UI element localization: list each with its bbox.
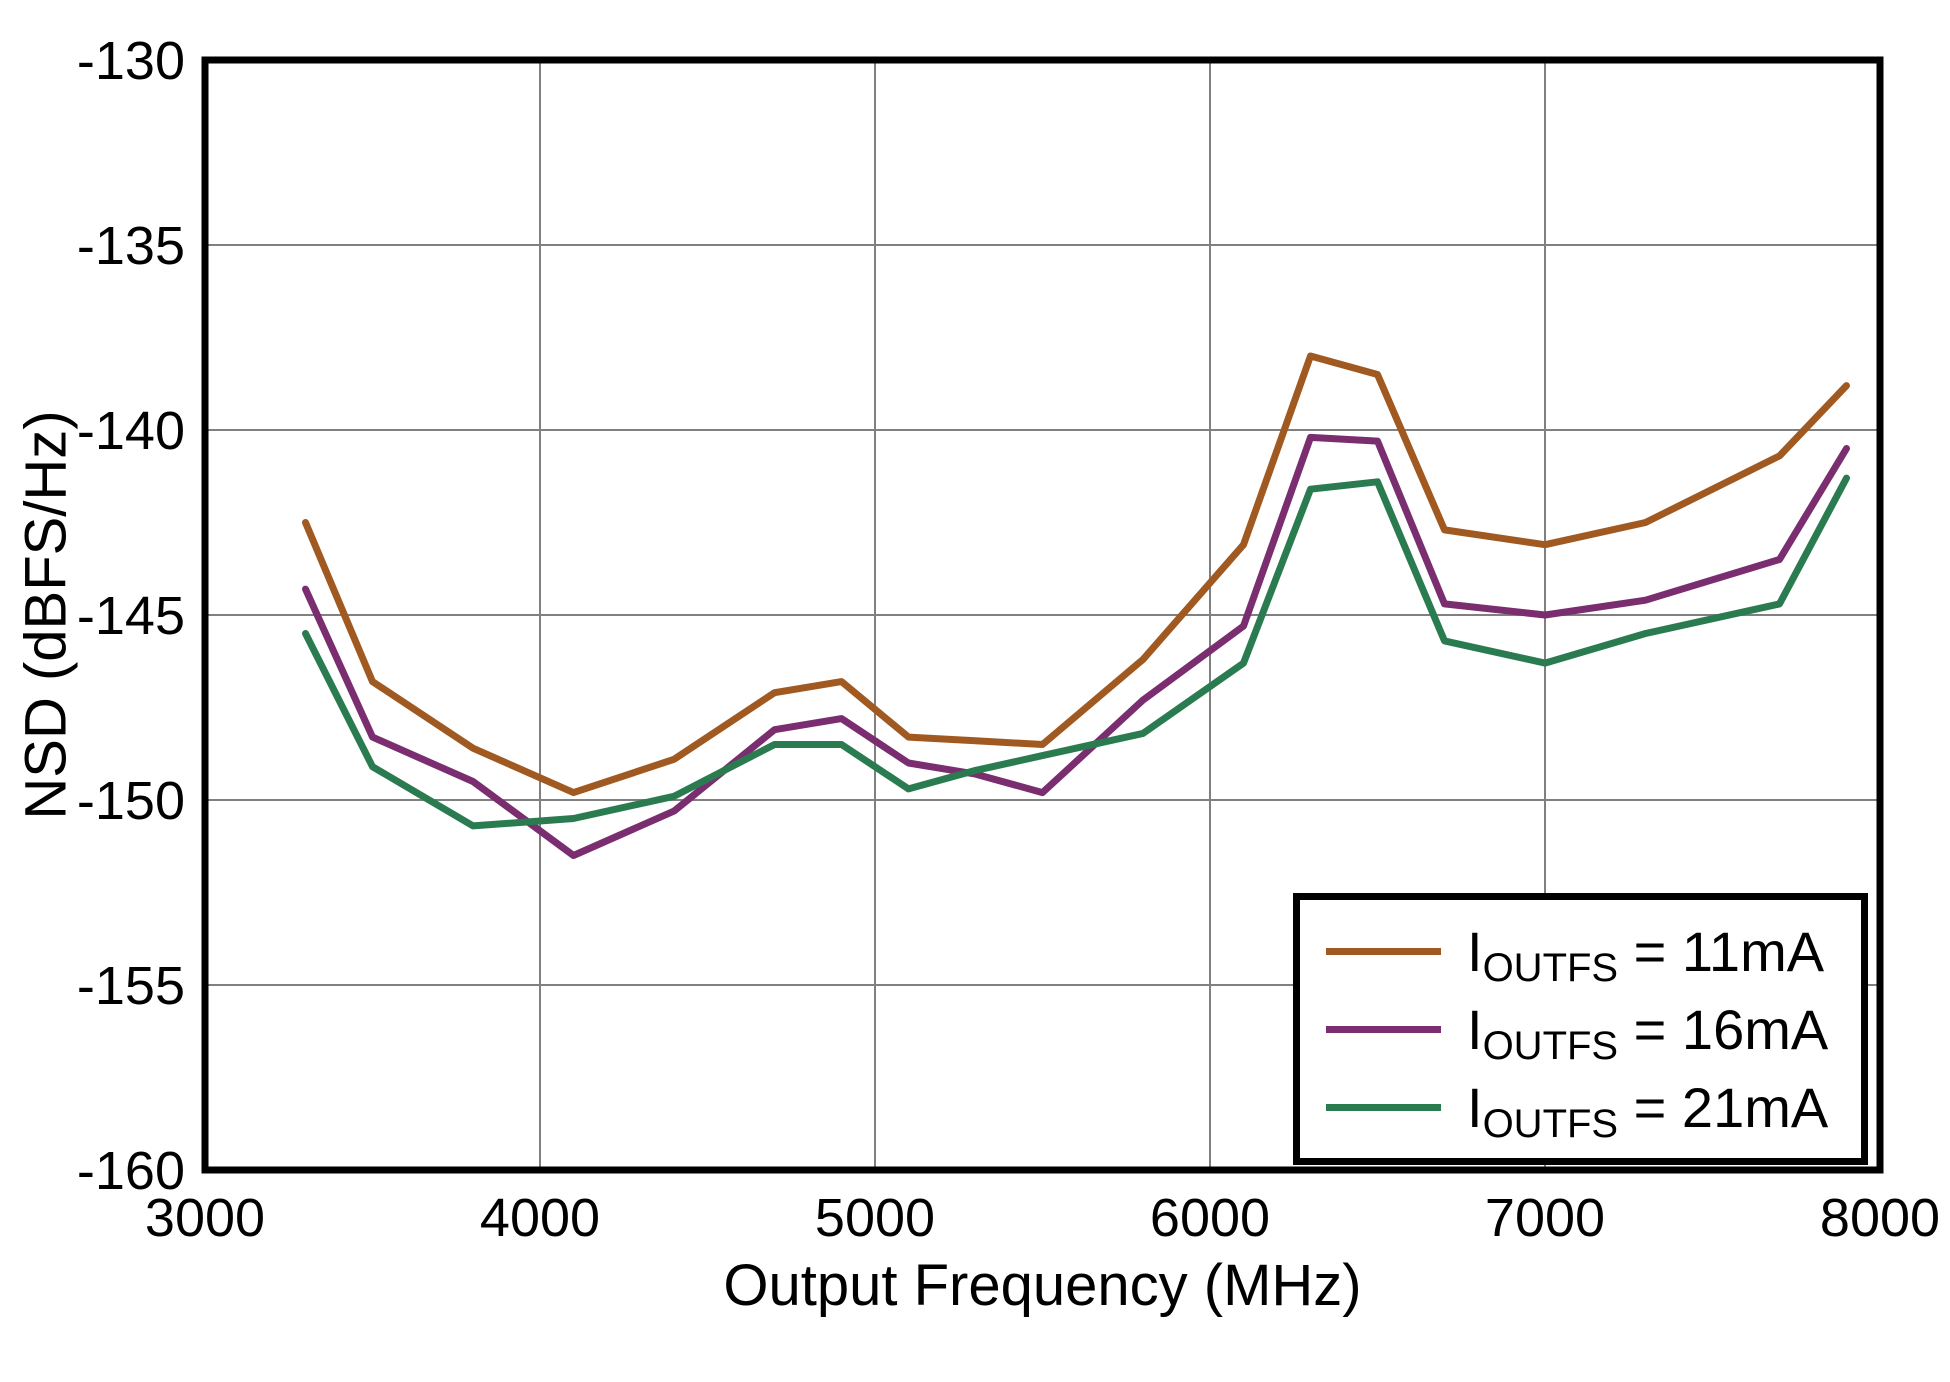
x-tick-label: 4000 xyxy=(480,1188,600,1248)
x-tick-label: 6000 xyxy=(1150,1188,1270,1248)
legend-label: IOUTFS = 16mA xyxy=(1467,997,1829,1068)
legend-item: IOUTFS = 16mA xyxy=(1326,997,1835,1068)
y-tick-label: -155 xyxy=(77,956,185,1016)
legend-item: IOUTFS = 21mA xyxy=(1326,1075,1835,1146)
legend: IOUTFS = 11mA IOUTFS = 16mA IOUTFS = 21mA xyxy=(1293,893,1868,1165)
series-line-ioutfs-11ma xyxy=(302,352,1850,797)
y-tick-label: -140 xyxy=(77,401,185,461)
y-tick-label: -150 xyxy=(77,771,185,831)
x-tick-label: 5000 xyxy=(815,1188,935,1248)
series-line-ioutfs-21ma xyxy=(302,474,1850,830)
legend-line-swatch xyxy=(1326,947,1441,955)
legend-item: IOUTFS = 11mA xyxy=(1326,919,1835,990)
x-tick-label: 3000 xyxy=(145,1188,265,1248)
legend-label: IOUTFS = 11mA xyxy=(1467,919,1825,990)
legend-line-swatch xyxy=(1326,1025,1441,1033)
y-tick-label: -135 xyxy=(77,216,185,276)
x-tick-label: 7000 xyxy=(1485,1188,1605,1248)
y-tick-label: -145 xyxy=(77,586,185,646)
x-tick-label: 8000 xyxy=(1820,1188,1940,1248)
y-tick-label: -130 xyxy=(77,31,185,91)
x-axis-label: Output Frequency (MHz) xyxy=(723,1253,1362,1318)
legend-label: IOUTFS = 21mA xyxy=(1467,1075,1829,1146)
legend-line-swatch xyxy=(1326,1103,1441,1111)
y-tick-label: -160 xyxy=(77,1141,185,1201)
y-axis-label: NSD (dBFS/Hz) xyxy=(13,410,79,820)
plot-border xyxy=(201,56,1884,1174)
series-line-ioutfs-16ma xyxy=(302,433,1850,859)
